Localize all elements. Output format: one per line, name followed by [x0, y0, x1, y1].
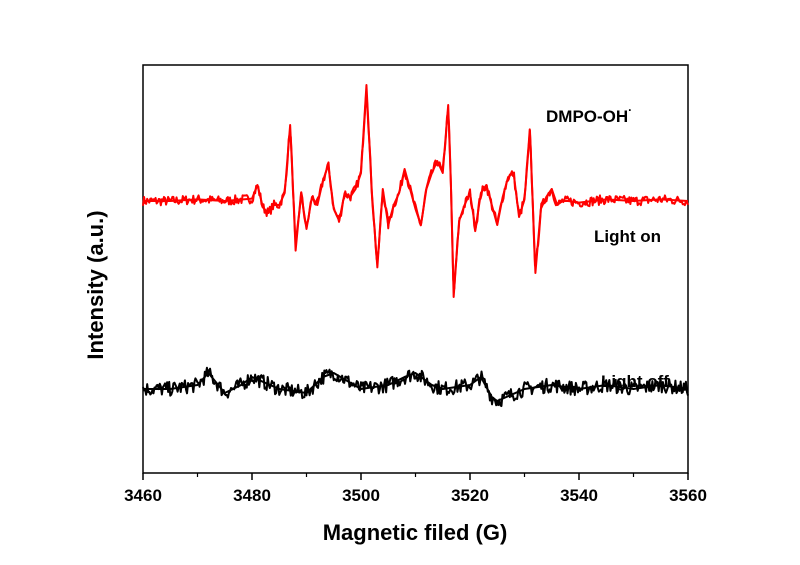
x-tick-label: 3520: [451, 486, 489, 505]
x-axis-label: Magnetic filed (G): [323, 520, 508, 545]
x-axis-ticks: [142, 473, 689, 480]
label-light-off: Light off: [601, 372, 669, 391]
x-tick-label: 3540: [560, 486, 598, 505]
series-layer: [142, 84, 689, 408]
x-axis-tick-labels: 3460 3480 3500 3520 3540 3560: [124, 486, 707, 505]
x-tick-label: 3460: [124, 486, 162, 505]
y-axis-label: Intensity (a.u.): [83, 210, 108, 359]
series-peaks-light-off: [143, 372, 689, 402]
annotation-dmpo-oh: DMPO-OH·: [546, 103, 632, 126]
label-light-on: Light on: [594, 227, 661, 246]
x-tick-label: 3560: [669, 486, 707, 505]
series-line-light-on: [142, 91, 689, 290]
x-tick-label: 3480: [233, 486, 271, 505]
series-peaks-light-on: [143, 84, 689, 298]
x-tick-label: 3500: [342, 486, 380, 505]
plot-frame: [142, 64, 689, 474]
